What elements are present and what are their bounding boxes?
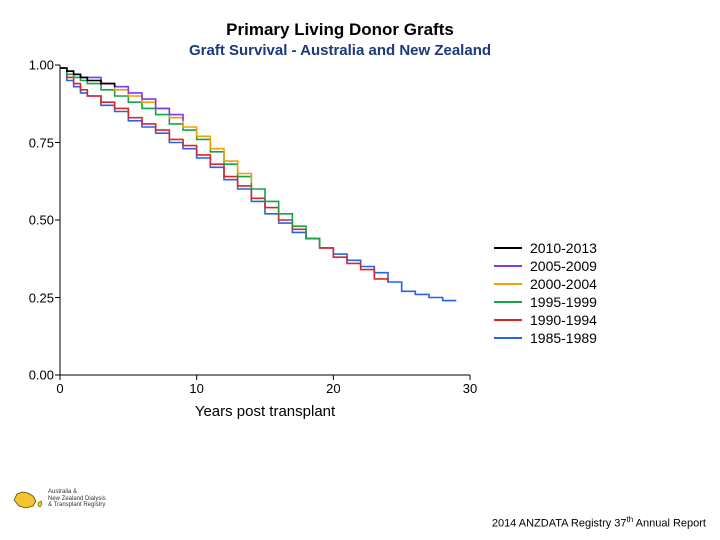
legend-swatch	[494, 265, 522, 267]
x-tick-label: 0	[56, 375, 63, 396]
legend-label: 1990-1994	[530, 312, 597, 328]
legend-item: 2005-2009	[494, 258, 597, 274]
legend-swatch	[494, 283, 522, 285]
plot-area: Years post transplant 0.000.250.500.751.…	[60, 65, 470, 375]
footer-prefix: 2014 ANZDATA Registry 37	[492, 518, 627, 530]
chart-svg	[60, 65, 470, 375]
y-tick-label: 1.00	[29, 58, 60, 73]
legend-item: 2010-2013	[494, 240, 597, 256]
x-tick-label: 20	[326, 375, 340, 396]
x-axis-title: Years post transplant	[195, 403, 335, 420]
y-tick-label: 0.50	[29, 213, 60, 228]
anzdata-logo: Australia &New Zealand Dialysis& Transpl…	[10, 486, 106, 512]
anzdata-logo-text: Australia &New Zealand Dialysis& Transpl…	[48, 489, 106, 509]
chart-title-main: Primary Living Donor Grafts	[60, 20, 620, 40]
legend-label: 1985-1989	[530, 330, 597, 346]
legend: 2010-2013 2005-2009 2000-2004 1995-1999 1990…	[494, 240, 597, 348]
survival-chart: Primary Living Donor Grafts Graft Surviv…	[60, 20, 620, 440]
chart-title-sub: Graft Survival - Australia and New Zeala…	[60, 42, 620, 59]
legend-label: 2005-2009	[530, 258, 597, 274]
legend-label: 2010-2013	[530, 240, 597, 256]
y-tick-label: 0.75	[29, 135, 60, 150]
legend-swatch	[494, 337, 522, 339]
anzdata-map-icon	[10, 486, 44, 512]
footer-suffix: Annual Report	[633, 518, 706, 530]
legend-label: 2000-2004	[530, 276, 597, 292]
legend-swatch	[494, 247, 522, 249]
legend-item: 1990-1994	[494, 312, 597, 328]
y-tick-label: 0.25	[29, 290, 60, 305]
y-tick-label: 0.00	[29, 368, 60, 383]
legend-swatch	[494, 301, 522, 303]
legend-label: 1995-1999	[530, 294, 597, 310]
x-tick-label: 10	[189, 375, 203, 396]
legend-swatch	[494, 319, 522, 321]
footer-citation: 2014 ANZDATA Registry 37th Annual Report	[492, 515, 706, 530]
x-tick-label: 30	[463, 375, 477, 396]
legend-item: 1985-1989	[494, 330, 597, 346]
legend-item: 1995-1999	[494, 294, 597, 310]
legend-item: 2000-2004	[494, 276, 597, 292]
